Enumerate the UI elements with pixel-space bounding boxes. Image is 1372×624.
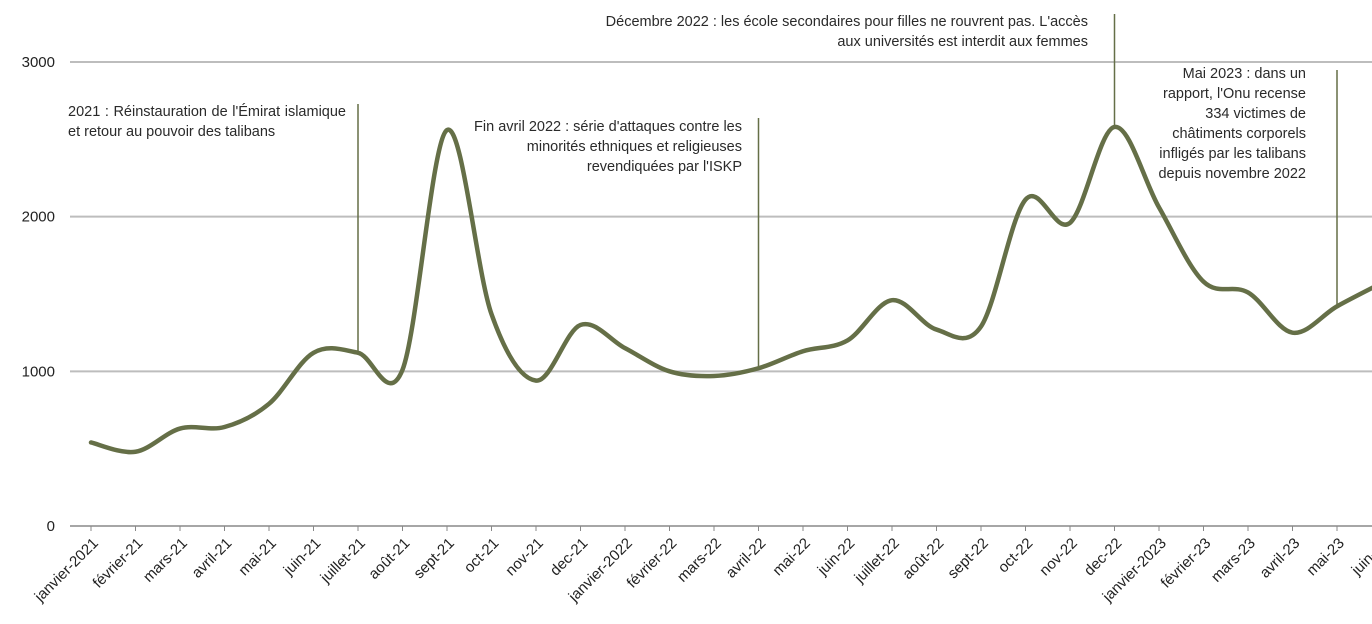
annotation-avril-2022: Fin avril 2022 : série d'attaques contre… bbox=[474, 119, 742, 175]
y-tick-label: 3000 bbox=[22, 54, 55, 71]
x-tick-label: mai-21 bbox=[235, 535, 279, 579]
y-tick-label: 1000 bbox=[22, 363, 55, 380]
x-tick-label: mai-23 bbox=[1303, 535, 1347, 579]
x-tick-label: juillet-21 bbox=[317, 535, 369, 587]
x-tick-label: avril-21 bbox=[189, 535, 236, 582]
annotation-leaders bbox=[357, 14, 1338, 369]
x-tick-label: août-21 bbox=[365, 535, 413, 583]
x-tick-label: sept-22 bbox=[944, 535, 991, 582]
x-tick-label: avril-22 bbox=[723, 535, 770, 582]
y-axis: 0 1000 2000 3000 bbox=[22, 54, 55, 535]
x-tick-label: mai-22 bbox=[769, 535, 813, 579]
y-tick-label: 2000 bbox=[22, 209, 55, 226]
x-tick-label: avril-23 bbox=[1257, 535, 1304, 582]
annotation-2021: 2021 : Réinstauration de l'Émirat islami… bbox=[68, 104, 346, 140]
x-tick-label: août-22 bbox=[899, 535, 947, 583]
x-tick-label: oct-21 bbox=[461, 535, 503, 577]
x-tick-label: juillet-22 bbox=[851, 535, 903, 587]
grid-lines bbox=[70, 61, 1372, 527]
annotation-mai-2023: Mai 2023 : dans un rapport, l'Onu recens… bbox=[1158, 66, 1306, 182]
x-tick-label: oct-22 bbox=[995, 535, 1037, 577]
x-tick-label: nov-21 bbox=[502, 535, 546, 579]
x-tick-label: juin-23 bbox=[1348, 535, 1372, 580]
x-tick-label: mars-22 bbox=[674, 535, 725, 586]
x-tick-label: mars-23 bbox=[1208, 535, 1259, 586]
annotation-decembre-2022: Décembre 2022 : les école secondaires po… bbox=[605, 14, 1088, 50]
x-tick-label: mars-21 bbox=[140, 535, 191, 586]
x-tick-label: sept-21 bbox=[410, 535, 457, 582]
x-tick-label: janvier-2021 bbox=[31, 535, 102, 606]
y-tick-label: 0 bbox=[47, 518, 55, 535]
series-line bbox=[88, 124, 1372, 455]
x-tick-label: nov-22 bbox=[1036, 535, 1080, 579]
